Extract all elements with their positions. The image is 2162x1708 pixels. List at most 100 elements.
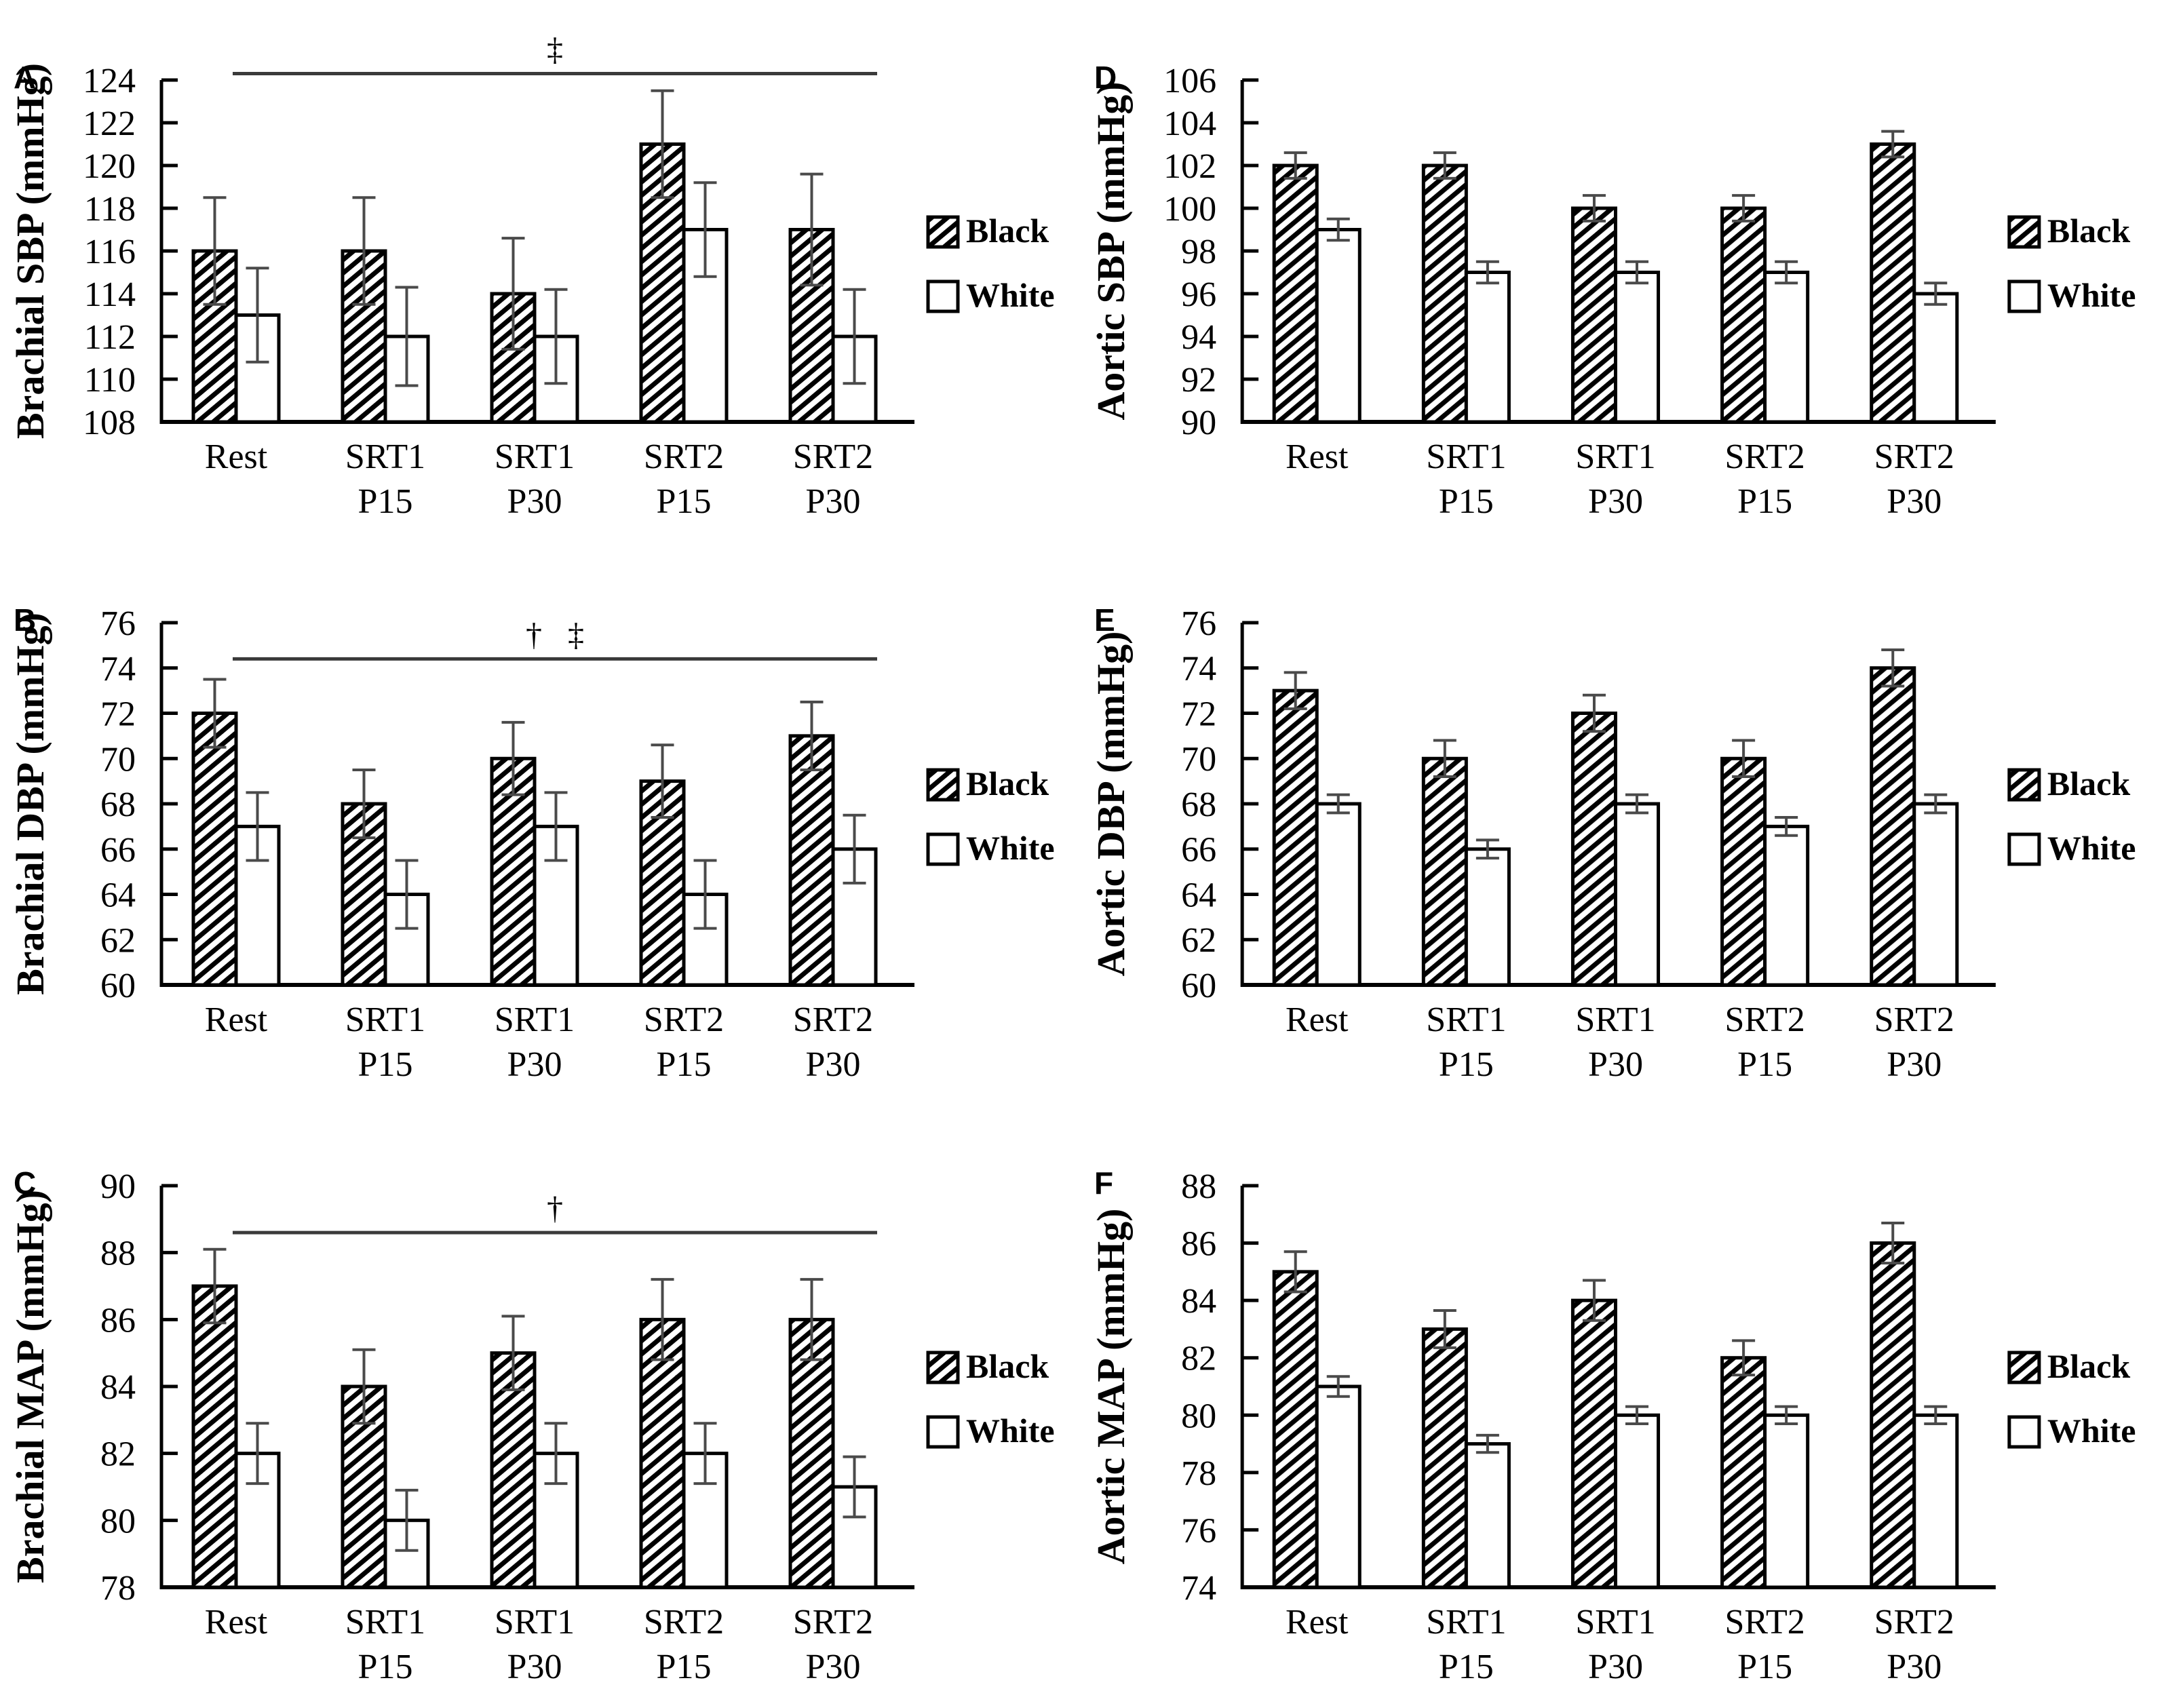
x-category-label: P30 [1588, 1648, 1643, 1686]
legend-label: Black [2047, 764, 2130, 802]
y-tick-label: 60 [100, 967, 136, 1005]
x-category-label: P15 [657, 1648, 712, 1686]
legend-label: Black [966, 1347, 1049, 1385]
significance-symbols: † [547, 1190, 563, 1226]
y-tick-label: 80 [1181, 1397, 1216, 1435]
bar-white [1464, 1442, 1511, 1589]
y-tick-label: 102 [1163, 147, 1216, 186]
hatched-square-icon [926, 215, 960, 249]
y-tick-label: 84 [100, 1368, 136, 1407]
open-square-icon [926, 1415, 960, 1449]
bar-white [1912, 292, 1959, 424]
hatched-square-icon [926, 768, 960, 802]
x-category-label: SRT2 [793, 438, 873, 476]
hatched-square-icon [2007, 768, 2041, 802]
y-axis-ticks: 108 110 112 114 116 118 120 122 124 [83, 62, 178, 442]
error-bars [203, 89, 866, 387]
legend-label: White [2047, 276, 2136, 314]
x-category-label: P30 [806, 482, 861, 521]
bar-white [1464, 271, 1511, 424]
x-category-label: Rest [1286, 1001, 1349, 1039]
x-category-label: SRT1 [345, 1603, 425, 1642]
bar-black [1272, 163, 1319, 424]
panel-C: 78 80 82 84 86 88 90 Brachial MAP (mmHg) C Rest SR… [0, 1106, 1081, 1708]
x-category-label: P15 [657, 1045, 712, 1084]
y-tick-label: 86 [100, 1301, 136, 1340]
x-category-label: P30 [806, 1648, 861, 1686]
legend-label: White [2047, 829, 2136, 867]
bar-white [1763, 1413, 1810, 1589]
y-axis-title: Brachial MAP (mmHg) [8, 1190, 52, 1583]
bars [191, 142, 878, 424]
y-tick-label: 76 [1181, 1511, 1216, 1550]
panel-B-chart: 60 62 64 66 68 70 72 74 76 Brachial DBP (mmHg)B Re… [8, 602, 1055, 1084]
bar-white [1763, 271, 1810, 424]
x-axis-labels: Rest SRT1 P15 SRT1 P30 SRT2 P15 SRT2 P30 [1286, 1001, 1954, 1084]
panel-A-chart: 108 110 112 114 116 118 120 122 124 Brachial SBP … [8, 32, 1055, 521]
y-axis-ticks: 90 92 94 96 98 100 102 104 106 [1163, 62, 1259, 442]
panel-letter: D [1094, 60, 1117, 95]
panel-letter: C [14, 1165, 36, 1201]
y-tick-label: 104 [1163, 104, 1216, 143]
bar-black [1720, 206, 1767, 424]
bar-black [1570, 206, 1617, 424]
bars [1272, 666, 1959, 987]
y-tick-label: 80 [100, 1502, 136, 1540]
panel-F-chart: 74 76 78 80 82 84 86 88 Aortic MAP (mmHg) F Rest SR… [1089, 1165, 2136, 1686]
open-square-icon [926, 832, 960, 866]
legend: Black White [2007, 212, 2136, 314]
y-tick-label: 70 [1181, 740, 1216, 779]
y-tick-label: 120 [83, 147, 136, 186]
significance: † ‡ [233, 617, 877, 661]
bar-black [490, 756, 537, 987]
y-tick-label: 60 [1181, 967, 1216, 1005]
panel-F: 74 76 78 80 82 84 86 88 Aortic MAP (mmHg) F Rest SR… [1081, 1106, 2162, 1708]
y-tick-label: 108 [83, 404, 136, 442]
error-bars [203, 678, 866, 930]
x-category-label: SRT1 [1426, 438, 1506, 476]
x-axis-labels: Rest SRT1 P15 SRT1 P30 SRT2 P15 SRT2 P30 [1286, 438, 1954, 521]
panel-A: 108 110 112 114 116 118 120 122 124 Brachial SBP … [0, 0, 1081, 543]
x-category-label: P15 [1737, 1045, 1792, 1084]
y-tick-label: 68 [100, 785, 136, 824]
bars [191, 712, 878, 987]
y-tick-label: 82 [100, 1435, 136, 1474]
open-square-icon [2007, 279, 2041, 313]
bar-white [1763, 824, 1810, 987]
legend: Black White [926, 1347, 1055, 1450]
bars [1272, 142, 1959, 424]
hatched-square-icon [2007, 215, 2041, 249]
legend-label: Black [966, 764, 1049, 802]
y-tick-label: 90 [100, 1167, 136, 1206]
legend-label: Black [2047, 1347, 2130, 1385]
error-bars [1283, 648, 1948, 860]
legend: Black White [2007, 764, 2136, 867]
legend-label: Black [966, 212, 1049, 250]
x-category-label: SRT2 [1724, 1603, 1804, 1642]
x-category-label: SRT1 [1426, 1001, 1506, 1039]
y-axis-title: Brachial SBP (mmHg) [8, 63, 52, 439]
y-axis-title: Aortic MAP (mmHg) [1089, 1209, 1133, 1565]
y-tick-label: 90 [1181, 404, 1216, 442]
error-bars [1283, 1221, 1948, 1454]
y-tick-label: 78 [100, 1569, 136, 1608]
x-category-label: Rest [1286, 1603, 1349, 1642]
x-category-label: P30 [806, 1045, 861, 1084]
bar-black [1870, 142, 1916, 424]
x-axis-labels: Rest SRT1 P15 SRT1 P30 SRT2 P15 SRT2 P30 [205, 1603, 873, 1686]
x-category-label: P30 [1588, 482, 1643, 521]
y-axis-title: Aortic DBP (mmHg) [1089, 632, 1133, 977]
y-tick-label: 68 [1181, 785, 1216, 824]
legend: Black White [926, 212, 1055, 314]
panel-C-chart: 78 80 82 84 86 88 90 Brachial MAP (mmHg)C Rest SR… [8, 1165, 1055, 1686]
legend: Black White [926, 764, 1055, 867]
panel-E: 60 62 64 66 68 70 72 74 76 Aortic DBP (mmHg) E Rest… [1081, 543, 2162, 1106]
x-category-label: P15 [1439, 482, 1494, 521]
x-category-label: P15 [358, 482, 413, 521]
x-category-label: SRT1 [1575, 438, 1655, 476]
bar-white [1613, 1413, 1661, 1589]
y-tick-label: 66 [100, 831, 136, 870]
x-category-label: SRT2 [644, 1001, 724, 1039]
x-category-label: SRT1 [345, 438, 425, 476]
